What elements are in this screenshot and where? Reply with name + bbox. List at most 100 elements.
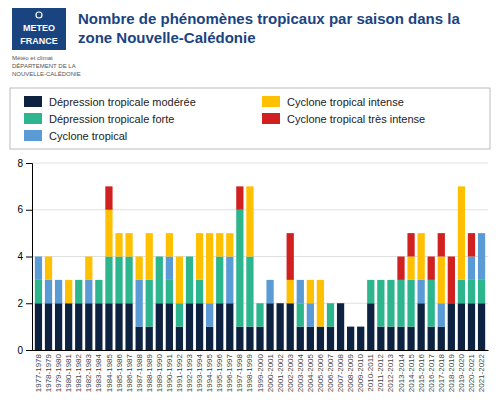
x-tick: 2007-2008 [336, 353, 345, 392]
bar [327, 303, 334, 304]
bar [347, 327, 354, 350]
bar [297, 327, 304, 350]
x-tick: 2013-2014 [397, 353, 406, 392]
x-tick: 2011-2012 [376, 353, 385, 391]
bar [468, 280, 475, 303]
bar [246, 257, 253, 327]
plot: 024681977-19781978-19791979-19801980-198… [17, 158, 488, 393]
bar [206, 233, 213, 234]
bar [297, 279, 304, 280]
bar [45, 257, 52, 280]
bar [468, 233, 475, 256]
annotation: Météo et climat [12, 55, 53, 61]
legend-item: Cyclone tropical intense [262, 96, 404, 108]
bar [418, 233, 425, 234]
x-tick-label: 2016-2017 [427, 353, 436, 392]
bars [35, 186, 485, 350]
bar [428, 327, 435, 350]
x-tick-label: 1987-1988 [135, 353, 144, 392]
x-tick-label: 1998-1999 [245, 353, 254, 392]
grid-line [32, 163, 488, 164]
x-tick-label: 1996-1997 [225, 353, 234, 392]
bar [347, 326, 354, 327]
bar [115, 303, 122, 350]
bar [55, 280, 62, 303]
bar [367, 279, 374, 280]
bar [55, 279, 62, 280]
x-tick-label: 1993-1994 [195, 353, 204, 392]
bar [125, 257, 132, 304]
bar [226, 233, 233, 234]
x-tick-label: 1984-1985 [104, 353, 113, 392]
x-tick: 1992-1993 [185, 353, 194, 392]
x-tick: 1993-1994 [195, 353, 204, 392]
bar [448, 303, 455, 350]
legend-swatch [262, 113, 280, 124]
x-axis-line [33, 350, 489, 351]
x-tick-label: 2015-2016 [417, 353, 426, 392]
annotation: DÉPARTEMENT DE LA [12, 63, 76, 69]
x-tick-label: 2017-2018 [437, 353, 446, 392]
legend-box [10, 88, 490, 149]
bar [327, 303, 334, 304]
x-tick: 1997-1998 [235, 353, 244, 392]
bar [95, 279, 102, 280]
bar [367, 280, 374, 303]
bar [347, 326, 354, 327]
bar [438, 233, 445, 256]
bar [438, 303, 445, 326]
bar [236, 210, 243, 327]
bar [337, 303, 344, 350]
x-tick: 2015-2016 [417, 353, 426, 392]
bar [196, 280, 203, 303]
bar [256, 327, 263, 350]
legend: Dépression tropicale modéréeDépression t… [10, 88, 490, 149]
x-tick: 1984-1985 [104, 353, 113, 392]
bar [115, 233, 122, 234]
x-tick: 2001-2002 [276, 353, 285, 392]
x-tick-label: 2007-2008 [336, 353, 345, 392]
bar [347, 326, 354, 327]
bar [387, 279, 394, 280]
bar [468, 303, 475, 350]
bar [136, 280, 143, 327]
bar [357, 326, 364, 327]
bar [35, 256, 42, 257]
bar [156, 256, 163, 257]
bar [246, 186, 253, 187]
bar [206, 327, 213, 350]
bar [377, 279, 384, 280]
bar [236, 186, 243, 209]
bar [387, 279, 394, 280]
x-tick: 1982-1983 [84, 353, 93, 392]
title-line: Nombre de phénomènes tropicaux par saiso… [78, 10, 464, 27]
bar [397, 257, 404, 280]
bar [478, 303, 485, 350]
bar [75, 280, 82, 303]
bar [347, 326, 354, 327]
bar [277, 303, 284, 304]
bar [478, 280, 485, 303]
bar [226, 303, 233, 350]
bar [468, 257, 475, 280]
x-tick: 1985-1986 [115, 353, 124, 392]
bar [105, 186, 112, 209]
bar [256, 303, 263, 304]
bar [156, 257, 163, 304]
bar [287, 233, 294, 280]
bar [176, 256, 183, 257]
x-tick-label: 2001-2002 [276, 353, 285, 392]
legend-label: Dépression tropicale modérée [49, 96, 196, 108]
x-tick-label: 1982-1983 [84, 353, 93, 392]
x-tick: 1991-1992 [175, 353, 184, 392]
bar [438, 327, 445, 350]
bar [35, 256, 42, 257]
bar [297, 280, 304, 303]
bar [397, 327, 404, 350]
bar [287, 303, 294, 350]
bar [297, 279, 304, 280]
bar [377, 279, 384, 280]
bar [35, 257, 42, 280]
bar [45, 303, 52, 350]
y-tick: 4 [17, 251, 32, 262]
